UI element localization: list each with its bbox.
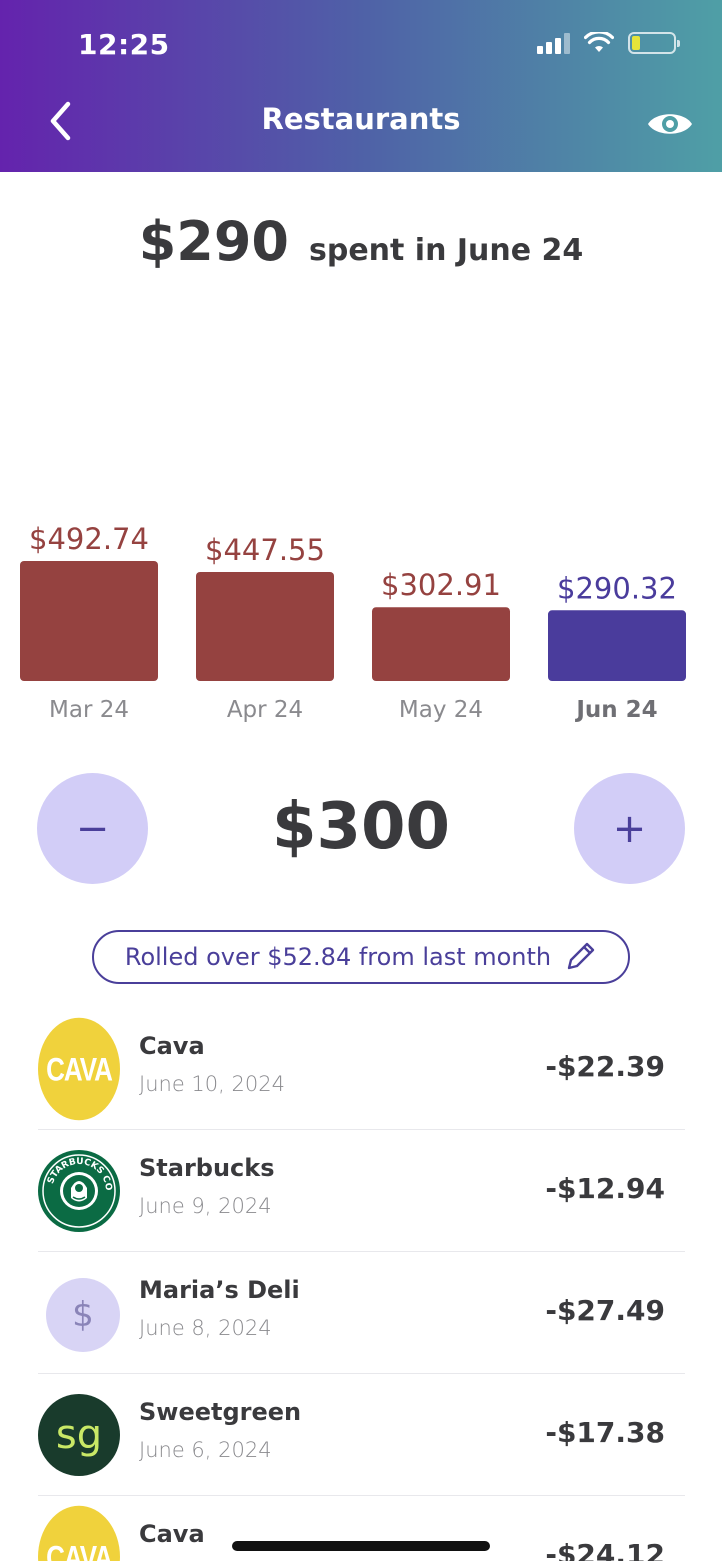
header-bar: 12:25 Restaurants (0, 0, 722, 172)
transaction-row[interactable]: STARBUCKS COFFEE Starbucks June 9, 2024 … (38, 1130, 685, 1252)
bar-value-label: $290.32 (557, 571, 677, 605)
bar-value-label: $447.55 (205, 533, 325, 567)
month-tick-label[interactable]: Apr 24 (227, 697, 303, 723)
monthly-spending-chart: $492.74 Mar 24 $447.55 Apr 24 $302.91 May 24 $… (20, 522, 686, 723)
cava-logo: CAVA (38, 1017, 120, 1121)
spending-summary: $290 spent in June 24 (0, 210, 722, 273)
transaction-amount: -$24.12 (545, 1538, 665, 1561)
transaction-row[interactable]: $ Maria’s Deli June 8, 2024 -$27.49 (38, 1252, 685, 1374)
transaction-amount: -$17.38 (545, 1416, 665, 1449)
home-indicator[interactable] (232, 1541, 490, 1551)
chart-bar[interactable] (372, 607, 510, 681)
increase-budget-button[interactable]: + (574, 773, 685, 884)
transaction-merchant: Cava (139, 1032, 205, 1060)
sweetgreen-logo: sg (38, 1394, 120, 1476)
bar-value-label: $302.91 (381, 568, 501, 602)
transaction-amount: -$22.39 (545, 1050, 665, 1083)
page-title: Restaurants (261, 102, 461, 136)
transaction-merchant: Sweetgreen (139, 1398, 302, 1426)
plus-icon: + (612, 805, 647, 852)
signal-icon (537, 32, 570, 54)
transaction-date: June 8, 2024 (139, 1316, 272, 1340)
transaction-amount: -$27.49 (545, 1294, 665, 1327)
pencil-icon (567, 942, 595, 970)
transaction-row[interactable]: CAVA Cava June 10, 2024 -$22.39 (38, 1008, 685, 1130)
transaction-row[interactable]: CAVA Cava -$24.12 (38, 1496, 685, 1561)
dollar-sign-icon: $ (46, 1278, 120, 1352)
spent-amount: $290 (138, 210, 289, 273)
wifi-icon (584, 32, 614, 52)
status-time: 12:25 (78, 28, 170, 61)
eye-icon (648, 114, 692, 134)
visibility-toggle-button[interactable] (644, 100, 696, 148)
bar-value-label: $492.74 (29, 522, 149, 556)
spent-period-label: spent in June 24 (308, 233, 584, 268)
transaction-list: CAVA Cava June 10, 2024 -$22.39 STARBUCK… (38, 1008, 685, 1561)
chevron-left-icon (50, 101, 71, 141)
transaction-merchant: Maria’s Deli (139, 1276, 300, 1304)
battery-icon (628, 32, 680, 54)
cava-logo: CAVA (38, 1505, 120, 1561)
chart-bar[interactable] (548, 610, 686, 681)
minus-icon: − (75, 805, 110, 852)
budget-amount: $300 (271, 790, 451, 864)
transaction-date: June 6, 2024 (139, 1438, 272, 1462)
transaction-date: June 10, 2024 (139, 1072, 285, 1096)
transaction-amount: -$12.94 (545, 1172, 665, 1205)
month-tick-label[interactable]: Jun 24 (574, 697, 657, 723)
starbucks-logo: STARBUCKS COFFEE (38, 1150, 120, 1232)
starbucks-siren-icon: STARBUCKS COFFEE (38, 1150, 118, 1230)
status-icons (537, 32, 680, 54)
month-tick-label[interactable]: Mar 24 (49, 697, 129, 723)
chart-bar[interactable] (20, 561, 158, 681)
transaction-merchant: Starbucks (139, 1154, 275, 1182)
chart-bar[interactable] (196, 572, 334, 681)
rollover-label: Rolled over $52.84 from last month (124, 943, 552, 971)
rollover-edit-button[interactable]: Rolled over $52.84 from last month (92, 930, 630, 984)
month-tick-label[interactable]: May 24 (399, 697, 483, 723)
decrease-budget-button[interactable]: − (37, 773, 148, 884)
transaction-row[interactable]: sg Sweetgreen June 6, 2024 -$17.38 (38, 1374, 685, 1496)
transaction-date: June 9, 2024 (139, 1194, 272, 1218)
back-button[interactable] (40, 96, 80, 146)
transaction-merchant: Cava (139, 1520, 205, 1548)
